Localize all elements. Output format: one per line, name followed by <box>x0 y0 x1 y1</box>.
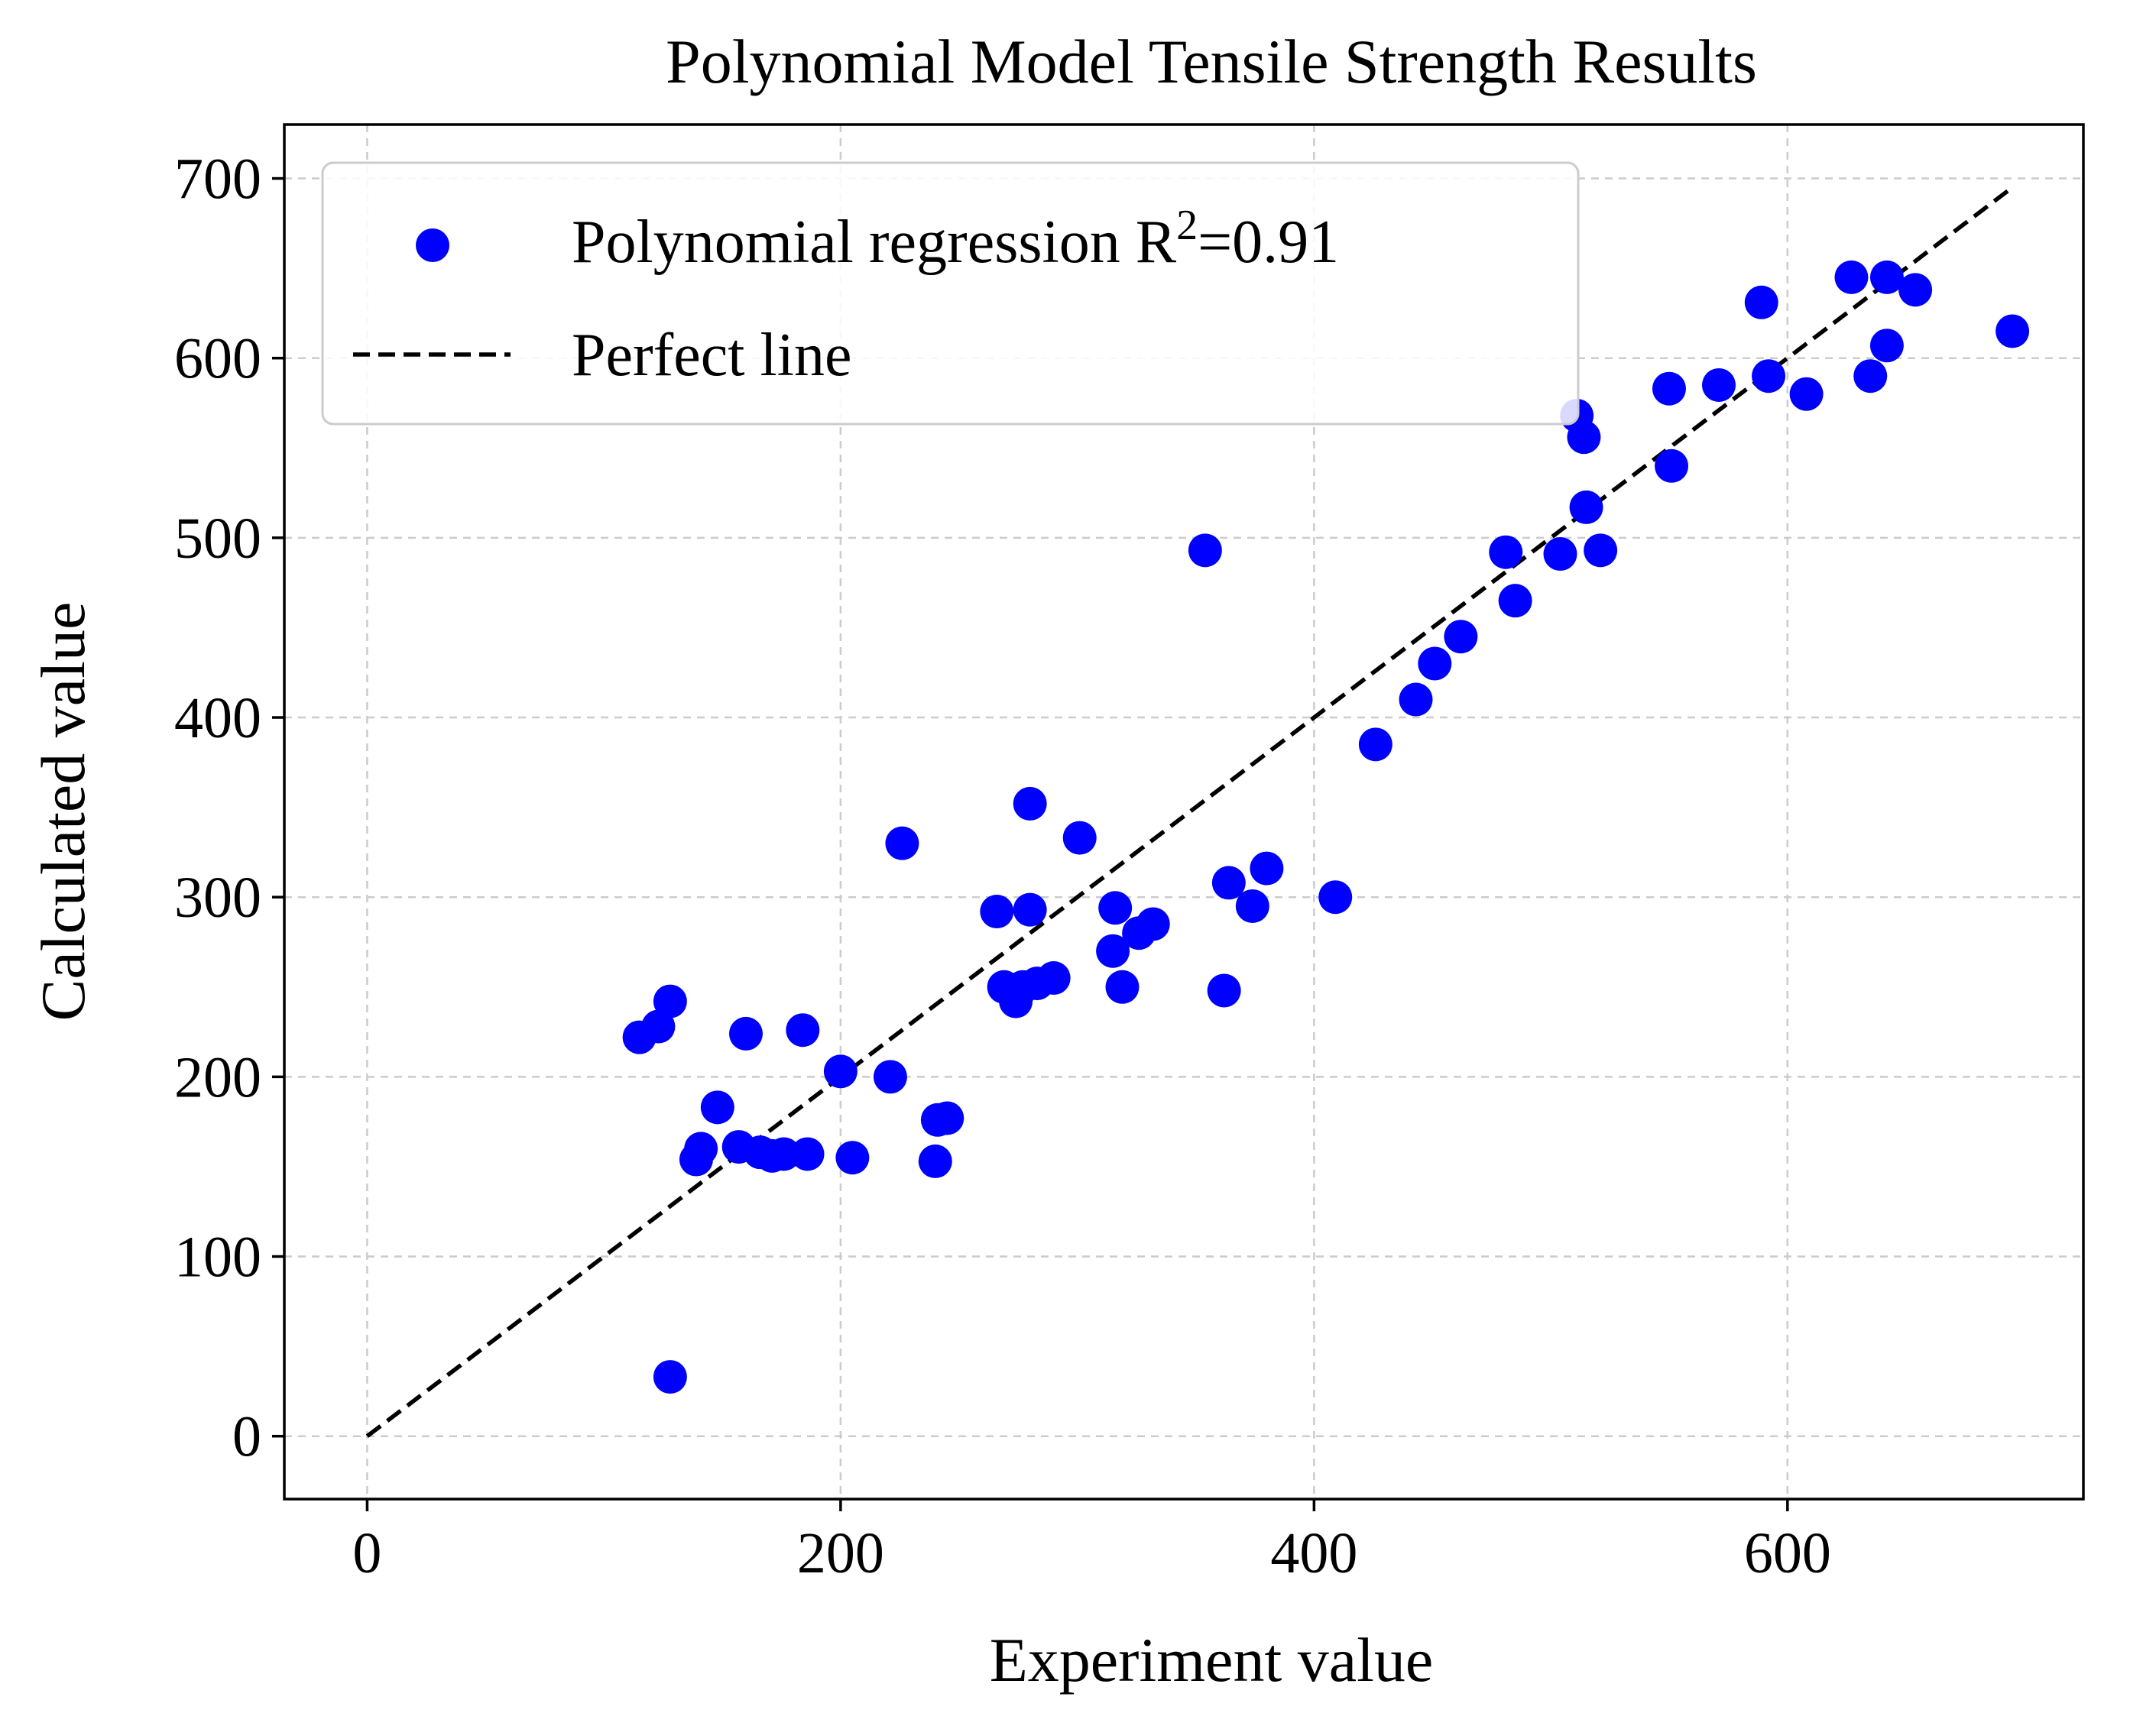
data-point <box>823 1054 858 1089</box>
y-tick-label: 100 <box>174 1226 261 1290</box>
data-point <box>786 1013 820 1048</box>
data-point <box>1105 970 1140 1004</box>
y-tick-label: 600 <box>174 327 261 391</box>
data-point <box>1399 682 1433 717</box>
chart-title: Polynomial Model Tensile Strength Result… <box>666 27 1757 96</box>
data-point <box>1207 973 1241 1008</box>
x-tick-label: 0 <box>352 1521 381 1585</box>
y-tick-label: 700 <box>174 147 261 212</box>
legend-label-points: Polynomial regression R2=0.91 <box>572 202 1339 276</box>
data-points <box>622 260 2030 1394</box>
data-point <box>1318 880 1353 915</box>
data-point <box>767 1137 801 1171</box>
data-point <box>1752 359 1786 393</box>
data-point <box>1235 889 1269 923</box>
legend-box <box>321 161 1580 426</box>
y-tick-label: 400 <box>174 686 261 750</box>
perfect-line-layer <box>365 186 2014 1438</box>
data-point <box>1996 314 2030 348</box>
y-tick-label: 300 <box>174 866 261 930</box>
data-point <box>1489 535 1523 569</box>
data-point <box>641 1009 676 1044</box>
data-point <box>1869 329 1904 363</box>
data-point <box>1584 533 1618 568</box>
data-point <box>1098 891 1133 925</box>
y-tick-label: 500 <box>174 507 261 571</box>
data-point <box>1569 490 1603 524</box>
data-point <box>1498 584 1532 618</box>
data-point <box>1013 786 1047 821</box>
data-point <box>1789 377 1824 411</box>
data-point <box>790 1137 825 1171</box>
y-tick-label: 0 <box>232 1405 261 1469</box>
data-point <box>653 984 687 1018</box>
data-point <box>1567 420 1601 455</box>
data-point <box>1898 273 1933 307</box>
data-point <box>980 895 1014 929</box>
data-point <box>1543 537 1577 572</box>
data-point <box>653 1360 687 1394</box>
data-point <box>1418 646 1452 681</box>
axes-ticks: 0 200 400 600 0 100 200 300 400 500 600 700 <box>174 147 1831 1585</box>
data-point <box>835 1141 870 1175</box>
data-point <box>1062 821 1097 855</box>
data-point <box>1655 448 1689 483</box>
y-axis-label: Calculated value <box>28 602 98 1022</box>
data-point <box>1250 851 1284 886</box>
data-point <box>1702 368 1736 402</box>
data-point <box>1013 892 1047 927</box>
data-point <box>885 826 919 860</box>
data-point <box>1188 533 1222 568</box>
data-point <box>1652 371 1686 406</box>
data-point <box>1136 907 1170 941</box>
x-tick-label: 600 <box>1744 1521 1831 1585</box>
legend-points-text: Polynomial regression R <box>572 209 1177 276</box>
data-point <box>1211 866 1246 900</box>
data-point <box>684 1132 718 1166</box>
data-point <box>1036 961 1071 996</box>
x-tick-label: 400 <box>1270 1521 1357 1585</box>
legend-label-line: Perfect line <box>572 322 851 389</box>
legend-points-suffix: =0.91 <box>1198 209 1339 276</box>
perfect-line <box>365 186 2014 1438</box>
data-point <box>728 1016 763 1051</box>
data-point <box>1869 260 1904 294</box>
data-point <box>1744 285 1778 319</box>
data-point <box>1358 727 1392 762</box>
data-point <box>930 1101 965 1135</box>
data-point <box>1834 260 1869 294</box>
legend-marker-points <box>416 228 449 262</box>
y-tick-label: 200 <box>174 1045 261 1109</box>
x-tick-label: 200 <box>797 1521 884 1585</box>
legend: Polynomial regression R2=0.91 Perfect li… <box>321 161 1580 426</box>
plot-frame <box>283 123 2085 1501</box>
data-point <box>1444 620 1478 654</box>
legend-points-superscript: 2 <box>1176 202 1198 249</box>
data-point <box>1096 934 1130 968</box>
x-axis-label: Experiment value <box>990 1625 1434 1695</box>
data-point <box>1853 359 1888 393</box>
data-point <box>918 1144 952 1178</box>
data-point <box>873 1060 907 1094</box>
data-point <box>700 1090 734 1125</box>
